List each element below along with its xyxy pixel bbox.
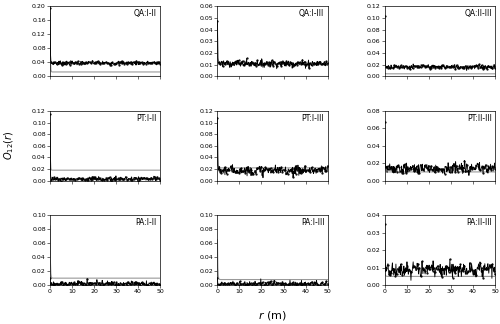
Text: PA:I-III: PA:I-III bbox=[301, 218, 324, 227]
Text: PT:II-III: PT:II-III bbox=[467, 114, 491, 123]
Text: QA:I-III: QA:I-III bbox=[299, 9, 324, 18]
Text: PT:I-III: PT:I-III bbox=[302, 114, 324, 123]
Text: PT:I-II: PT:I-II bbox=[136, 114, 157, 123]
Text: QA:II-III: QA:II-III bbox=[464, 9, 491, 18]
Text: QA:I-II: QA:I-II bbox=[134, 9, 157, 18]
Text: $r$ (m): $r$ (m) bbox=[258, 309, 287, 322]
Text: PA:I-II: PA:I-II bbox=[136, 218, 157, 227]
Text: $O_{12}(r)$: $O_{12}(r)$ bbox=[2, 131, 16, 160]
Text: PA:II-III: PA:II-III bbox=[466, 218, 491, 227]
